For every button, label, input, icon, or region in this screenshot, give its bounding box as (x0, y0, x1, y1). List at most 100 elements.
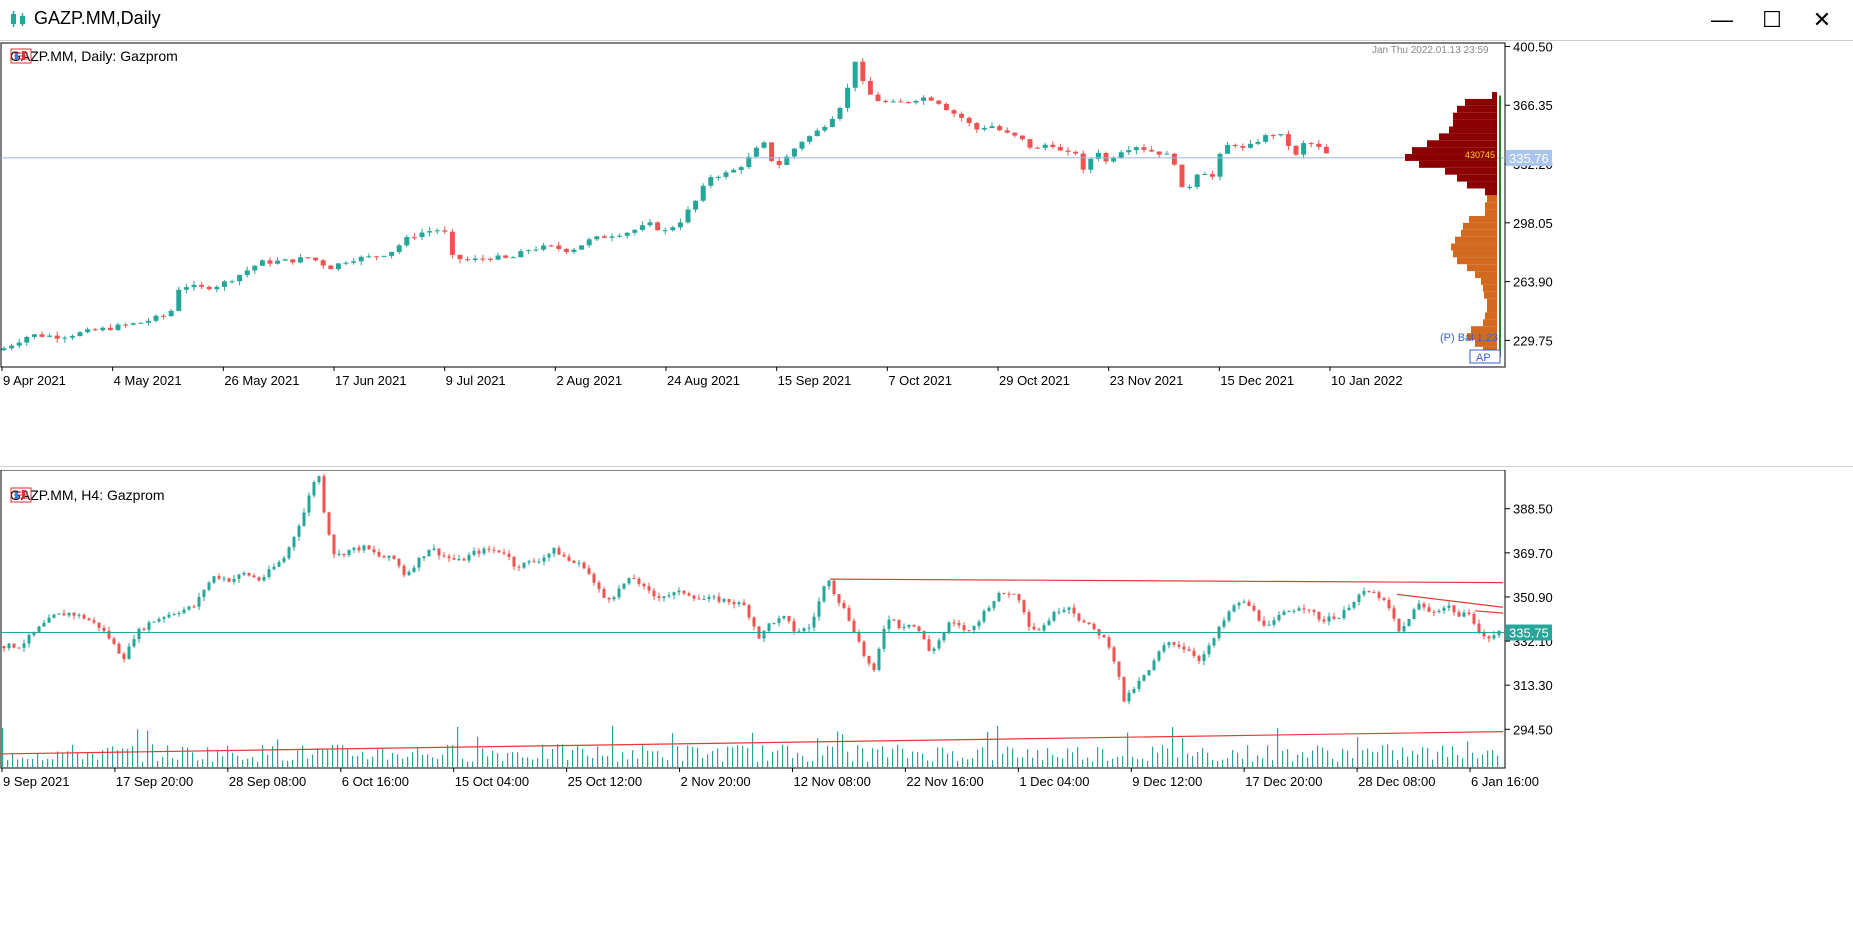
candle-body (1072, 607, 1076, 614)
candle-body (522, 562, 526, 568)
chart-properties-icon[interactable] (10, 48, 32, 64)
x-tick-label: 9 Apr 2021 (3, 373, 66, 388)
chart-properties-icon[interactable] (10, 487, 32, 503)
candle-body (297, 525, 301, 537)
candle-body (462, 558, 466, 561)
volume-bar (2, 727, 4, 768)
volume-bar (1022, 757, 1024, 768)
candle-body (292, 536, 296, 548)
volume-bar (1372, 751, 1374, 768)
candle-body (981, 127, 987, 130)
candle-body (1232, 605, 1236, 612)
volume-bar (797, 752, 799, 768)
candle-body (307, 495, 311, 513)
candle-body (153, 315, 159, 321)
volume-bar (117, 750, 119, 768)
volume-bar (1097, 747, 1099, 768)
volume-bar (1322, 747, 1324, 768)
pane-separator[interactable] (0, 466, 1853, 467)
volume-bar (357, 755, 359, 768)
candle-body (487, 258, 493, 260)
candle-body (1278, 134, 1284, 136)
candle-body (702, 598, 706, 600)
volume-bar (12, 754, 14, 768)
candle-body (1427, 607, 1431, 612)
candle-body (842, 602, 846, 609)
candle-body (221, 281, 227, 287)
daily-pane-title: GAZP.MM, Daily: Gazprom (10, 48, 178, 64)
minimize-button[interactable]: — (1711, 7, 1733, 32)
volume-bar (1392, 750, 1394, 768)
candle-body (327, 512, 331, 535)
candle-body (275, 260, 281, 264)
maximize-button[interactable]: ☐ (1762, 7, 1782, 32)
volume-bar (662, 757, 664, 768)
volume-bar (817, 738, 819, 768)
volume-bar (442, 754, 444, 768)
plot-area (0, 42, 1506, 368)
x-tick-label: 15 Dec 2021 (1220, 373, 1294, 388)
h4-chart-pane[interactable]: 388.50 369.70 350.90 332.10 313.30 294.50 9 Se… (0, 470, 1853, 930)
candle-body (232, 578, 236, 582)
volume-profile-bar (1485, 202, 1497, 210)
volume-bar (252, 757, 254, 768)
volume-bar (502, 761, 504, 768)
volume-bar (877, 749, 879, 768)
volume-bar (72, 744, 74, 768)
x-tick-label: 28 Dec 08:00 (1358, 774, 1435, 789)
candle-body (692, 595, 696, 599)
candle-body (936, 100, 942, 104)
candle-body (822, 126, 828, 131)
candle-body (480, 258, 486, 260)
volume-bar (1302, 752, 1304, 768)
candle-body (497, 550, 501, 553)
volume-profile-bar (1457, 174, 1497, 182)
candle-body (1102, 635, 1106, 638)
candle-body (1, 348, 7, 351)
candle-body (1177, 644, 1181, 647)
volume-bar (132, 746, 134, 768)
volume-profile-bar (1485, 312, 1497, 320)
volume-bar (322, 749, 324, 768)
volume-bar (1422, 747, 1424, 768)
candle-body (897, 619, 901, 628)
candle-body (1432, 611, 1436, 613)
candle-body (913, 100, 919, 103)
candle-body (952, 622, 956, 624)
pane-label: GAZP.MM, Daily: Gazprom (10, 48, 178, 64)
volume-bar (862, 748, 864, 768)
candle-body (1037, 629, 1041, 631)
volume-bar (557, 744, 559, 768)
candle-body (217, 576, 221, 579)
candle-body (123, 324, 129, 326)
candle-body (97, 622, 101, 628)
candle-body (145, 320, 151, 323)
candle-body (192, 606, 196, 608)
volume-bar (897, 744, 899, 768)
candle-body (567, 556, 571, 561)
volume-bar (92, 753, 94, 768)
volume-bar (627, 759, 629, 768)
volume-bar (992, 760, 994, 768)
candle-body (987, 607, 991, 611)
candle-body (1047, 620, 1051, 626)
candle-body (579, 245, 585, 250)
candle-body (609, 236, 615, 238)
candle-body (912, 624, 916, 627)
candle-body (1132, 688, 1136, 693)
volume-bar (652, 751, 654, 768)
candle-body (1392, 608, 1396, 619)
volume-bar (692, 747, 694, 768)
x-tick-label: 15 Sep 2021 (778, 373, 852, 388)
title-bar: GAZP.MM,Daily — ☐ ✕ (0, 0, 1853, 40)
candle-body (1272, 620, 1276, 625)
volume-bar (77, 752, 79, 768)
candle-body (229, 281, 235, 283)
candle-body (1397, 618, 1401, 632)
volume-profile-bar (1487, 195, 1497, 203)
close-button[interactable]: ✕ (1812, 7, 1832, 32)
x-tick-label: 2 Nov 20:00 (681, 774, 751, 789)
